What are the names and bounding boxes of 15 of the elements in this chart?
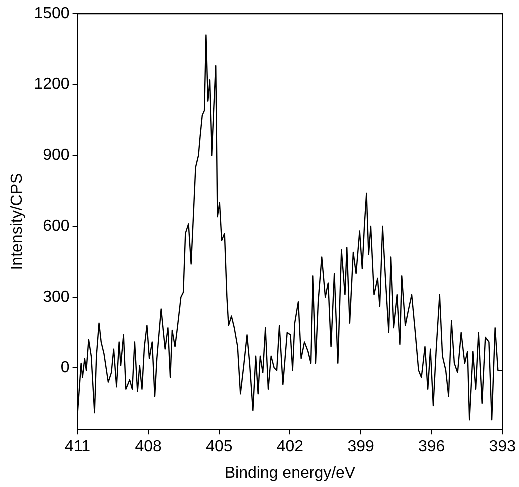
y-tick-label: 900 bbox=[43, 147, 70, 164]
x-tick-label: 408 bbox=[135, 438, 162, 456]
y-axis-title: Intensity/CPS bbox=[9, 173, 26, 270]
x-tick-label: 405 bbox=[206, 438, 233, 456]
x-tick-label: 411 bbox=[65, 438, 91, 456]
y-tick-label: 0 bbox=[60, 360, 70, 377]
x-axis-title: Binding energy/eV bbox=[224, 464, 356, 482]
x-tick-label: 393 bbox=[489, 438, 516, 456]
y-tick-label: 300 bbox=[43, 288, 70, 306]
x-tick-label: 399 bbox=[348, 438, 374, 456]
y-tick-label: 600 bbox=[43, 218, 70, 235]
x-tick-label: 402 bbox=[276, 438, 304, 456]
x-tick-label: 396 bbox=[418, 438, 446, 456]
y-tick-label: 1200 bbox=[34, 76, 70, 94]
y-tick-label: 1500 bbox=[34, 5, 70, 22]
